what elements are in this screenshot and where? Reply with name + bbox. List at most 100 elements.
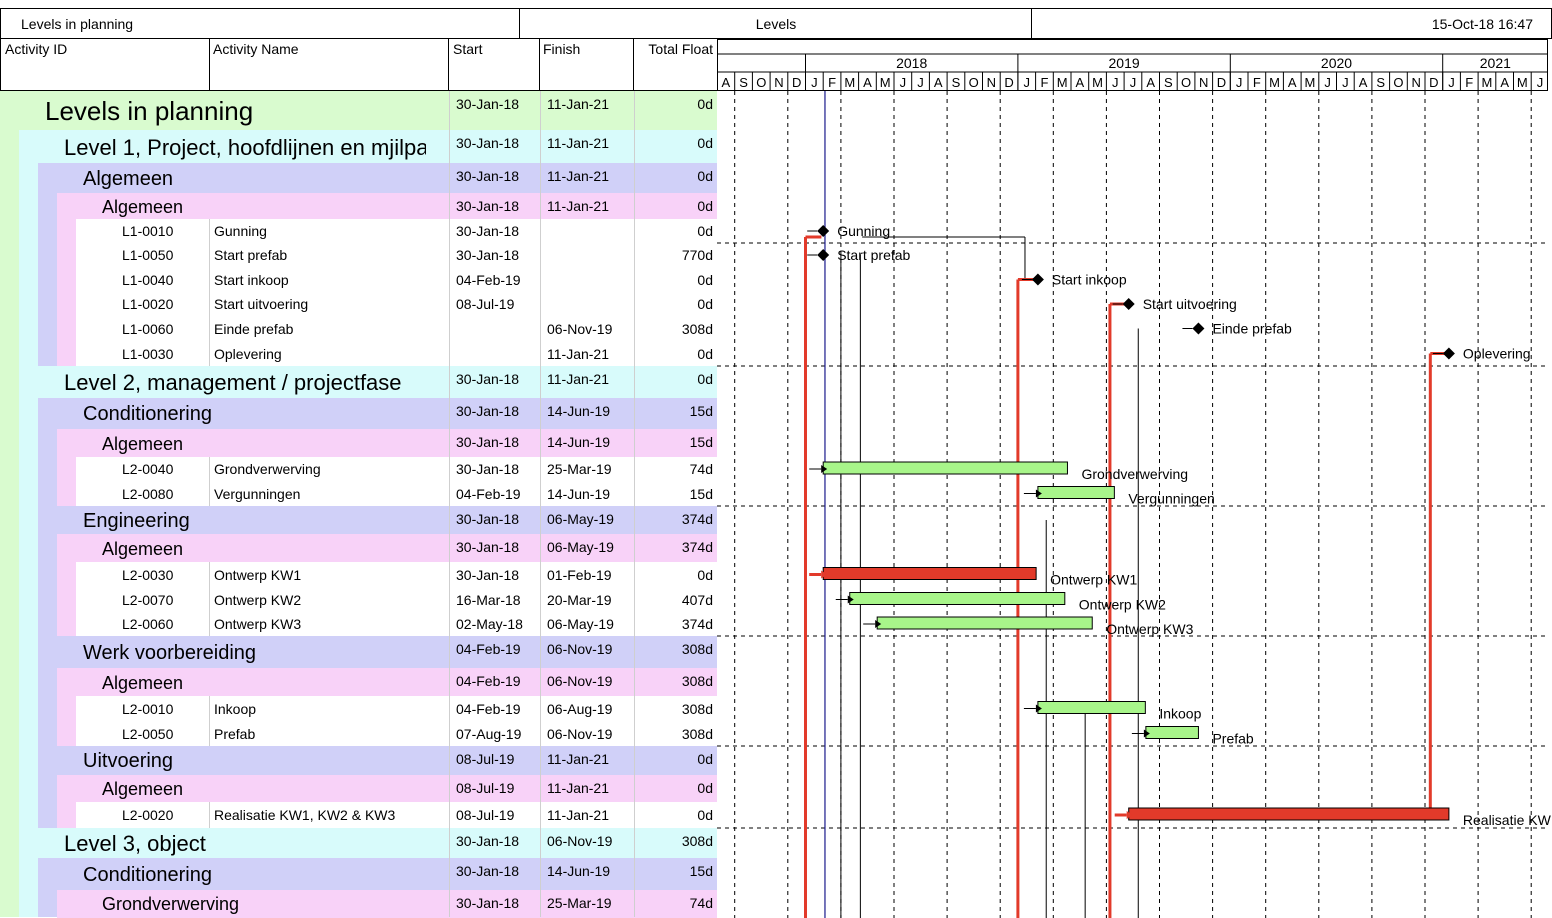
wbs-indent-strip bbox=[57, 267, 76, 292]
wbs-indent-strip bbox=[0, 775, 19, 802]
activity-bar[interactable] bbox=[822, 461, 1068, 475]
activity-name: Ontwerp KW1 bbox=[214, 566, 302, 583]
activity-row[interactable]: L2-0010 Inkoop 04-Feb-19 06-Aug-19 308d bbox=[0, 696, 717, 722]
start-date-cell: 30-Jan-18 bbox=[449, 91, 540, 130]
month-label: F bbox=[828, 75, 836, 90]
activity-id: L2-0070 bbox=[122, 591, 174, 608]
wbs-row[interactable]: Algemeen 30-Jan-18 11-Jan-21 0d bbox=[0, 163, 717, 194]
link-arrow bbox=[1126, 811, 1133, 819]
milestone-marker[interactable] bbox=[817, 225, 830, 237]
row-background bbox=[76, 457, 717, 482]
month-label: F bbox=[1253, 75, 1261, 90]
milestone-marker[interactable] bbox=[1442, 347, 1455, 360]
total-float-cell: 74d bbox=[634, 890, 717, 917]
activity-row[interactable]: L1-0010 Gunning 30-Jan-18 0d bbox=[0, 219, 717, 244]
wbs-row[interactable]: Engineering 30-Jan-18 06-May-19 374d bbox=[0, 506, 717, 535]
activity-name: Inkoop bbox=[214, 700, 257, 717]
wbs-indent-strip bbox=[0, 267, 19, 292]
row-background bbox=[76, 243, 717, 268]
column-header-total-float-text: Total Float bbox=[648, 41, 713, 57]
column-header-start-text: Start bbox=[453, 41, 483, 57]
wbs-row[interactable]: Uitvoering 08-Jul-19 11-Jan-21 0d bbox=[0, 746, 717, 776]
row-background bbox=[76, 802, 717, 829]
wbs-indent-strip bbox=[0, 587, 19, 612]
wbs-indent-strip bbox=[38, 775, 57, 802]
activity-row[interactable]: L2-0050 Prefab 07-Aug-19 06-Nov-19 308d bbox=[0, 721, 717, 747]
wbs-row[interactable]: Level 2, management / projectfase 30-Jan-… bbox=[0, 366, 717, 399]
column-header-activity-id[interactable]: Activity ID bbox=[0, 39, 210, 91]
wbs-indent-strip bbox=[0, 696, 19, 721]
month-label: N bbox=[987, 75, 996, 90]
wbs-row[interactable]: Werk voorbereiding 04-Feb-19 06-Nov-19 308d bbox=[0, 636, 717, 669]
activity-row[interactable]: L1-0050 Start prefab 30-Jan-18 770d bbox=[0, 243, 717, 268]
milestone-marker[interactable] bbox=[1031, 273, 1044, 286]
year-label: 2020 bbox=[1321, 55, 1352, 71]
wbs-row[interactable]: Algemeen 30-Jan-18 06-May-19 374d bbox=[0, 534, 717, 563]
total-float-cell: 74d bbox=[634, 457, 717, 481]
wbs-indent-strip bbox=[0, 316, 19, 341]
wbs-indent-strip bbox=[19, 163, 38, 193]
activity-bar[interactable] bbox=[1037, 486, 1115, 499]
activity-id: L1-0020 bbox=[122, 296, 174, 312]
milestone-marker[interactable] bbox=[817, 249, 830, 261]
activity-bar[interactable] bbox=[876, 616, 1093, 630]
wbs-indent-strip bbox=[0, 481, 19, 506]
row-background bbox=[19, 366, 717, 399]
wbs-row[interactable]: Levels in planning 30-Jan-18 11-Jan-21 0d bbox=[0, 91, 717, 131]
wbs-row[interactable]: Conditionering 30-Jan-18 14-Jun-19 15d bbox=[0, 398, 717, 430]
wbs-name: Algemeen bbox=[102, 672, 184, 693]
month-label: M bbox=[1482, 75, 1493, 90]
column-header-activity-name[interactable]: Activity Name bbox=[209, 39, 449, 91]
activity-bar[interactable] bbox=[1128, 807, 1450, 821]
activity-row[interactable]: L1-0060 Einde prefab 06-Nov-19 308d bbox=[0, 316, 717, 342]
month-label: O bbox=[756, 75, 766, 90]
wbs-indent-strip bbox=[57, 587, 76, 612]
finish-date-cell: 11-Jan-21 bbox=[540, 775, 633, 802]
activity-row[interactable]: L1-0030 Oplevering 11-Jan-21 0d bbox=[0, 341, 717, 367]
activity-row[interactable]: L2-0040 Grondverwerving 30-Jan-18 25-Mar-19… bbox=[0, 457, 717, 482]
activity-bar[interactable] bbox=[1037, 701, 1146, 714]
wbs-row[interactable]: Algemeen 08-Jul-19 11-Jan-21 0d bbox=[0, 775, 717, 803]
activity-row[interactable]: L1-0020 Start uitvoering 08-Jul-19 0d bbox=[0, 292, 717, 317]
link-arrow bbox=[1143, 729, 1150, 738]
activity-row[interactable]: L2-0030 Ontwerp KW1 30-Jan-18 01-Feb-19 0d bbox=[0, 562, 717, 588]
wbs-indent-strip bbox=[0, 398, 19, 429]
column-header-finish[interactable]: Finish bbox=[539, 39, 634, 91]
activity-row[interactable]: L2-0070 Ontwerp KW2 16-Mar-18 20-Mar-19 407d bbox=[0, 587, 717, 613]
wbs-indent-strip bbox=[19, 696, 38, 721]
wbs-indent-strip bbox=[19, 612, 38, 636]
row-background bbox=[76, 219, 717, 244]
wbs-row[interactable]: Grondverwerving 30-Jan-18 25-Mar-19 74d bbox=[0, 890, 717, 918]
activity-row[interactable]: L2-0060 Ontwerp KW3 02-May-18 06-May-19 374d bbox=[0, 612, 717, 637]
activity-row[interactable]: L2-0020 Realisatie KW1, KW2 & KW3 08-Jul-1… bbox=[0, 802, 717, 829]
wbs-row[interactable]: Algemeen 30-Jan-18 14-Jun-19 15d bbox=[0, 429, 717, 458]
activity-row[interactable]: L1-0040 Start inkoop 04-Feb-19 0d bbox=[0, 267, 717, 293]
wbs-indent-strip bbox=[19, 481, 38, 506]
activity-bar[interactable] bbox=[849, 592, 1066, 605]
wbs-row[interactable]: Conditionering 30-Jan-18 14-Jun-19 15d bbox=[0, 858, 717, 891]
wbs-indent-strip bbox=[19, 746, 38, 775]
wbs-row[interactable]: Algemeen 04-Feb-19 06-Nov-19 308d bbox=[0, 668, 717, 697]
wbs-row[interactable]: Level 1, Project, hoofdlijnen en mjilpa 3… bbox=[0, 130, 717, 164]
column-header-start[interactable]: Start bbox=[448, 39, 540, 91]
activity-bar[interactable] bbox=[1145, 726, 1199, 739]
milestone-marker[interactable] bbox=[1122, 298, 1135, 310]
activity-bar[interactable] bbox=[822, 567, 1037, 580]
milestone-marker[interactable] bbox=[1192, 322, 1205, 335]
wbs-row[interactable]: Algemeen 30-Jan-18 11-Jan-21 0d bbox=[0, 193, 717, 220]
wbs-row[interactable]: Level 3, object 30-Jan-18 06-Nov-19 308d bbox=[0, 828, 717, 859]
total-float-cell: 308d bbox=[634, 636, 717, 668]
activity-id: L2-0010 bbox=[122, 700, 174, 717]
finish-date-cell: 20-Mar-19 bbox=[540, 587, 633, 612]
start-date-cell: 07-Aug-19 bbox=[449, 721, 540, 746]
total-float-cell: 15d bbox=[634, 481, 717, 506]
activity-row[interactable]: L2-0080 Vergunningen 04-Feb-19 14-Jun-19 15d bbox=[0, 481, 717, 507]
wbs-indent-strip bbox=[19, 506, 38, 534]
activity-name: Ontwerp KW3 bbox=[214, 616, 302, 632]
column-header-total-float[interactable]: Total Float bbox=[633, 39, 718, 91]
column-divider bbox=[209, 802, 210, 828]
column-divider bbox=[209, 341, 210, 366]
month-label: S bbox=[739, 75, 748, 90]
wbs-indent-strip bbox=[0, 721, 19, 746]
